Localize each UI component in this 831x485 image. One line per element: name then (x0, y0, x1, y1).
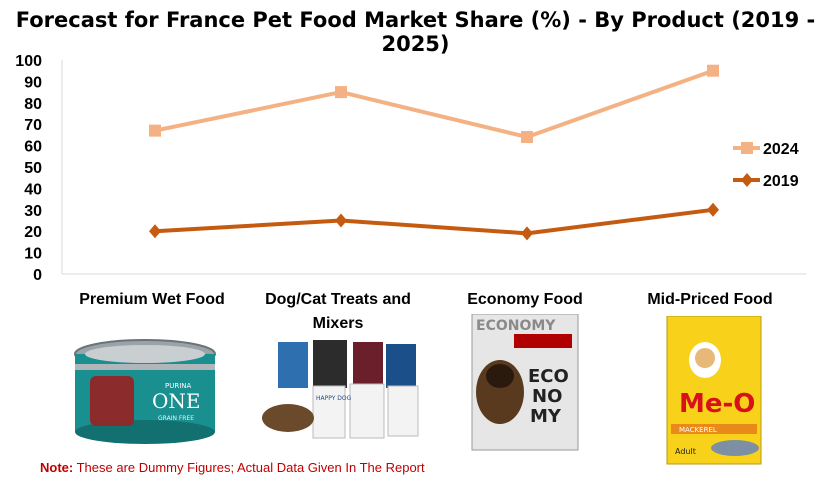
dummy-figures-note: Note: These are Dummy Figures; Actual Da… (40, 460, 425, 475)
data-point-2019 (707, 202, 719, 217)
y-tick-label: 50 (24, 160, 42, 177)
y-tick-label: 90 (24, 74, 42, 91)
svg-text:ECONOMY: ECONOMY (476, 318, 556, 334)
y-tick-label: 100 (15, 53, 42, 70)
data-point-2024 (707, 64, 719, 77)
svg-text:NO: NO (532, 386, 562, 407)
svg-text:MY: MY (530, 406, 562, 427)
me-o-bag-image: Me-O MACKEREL Adult (666, 316, 762, 465)
category-label-mid-priced-food: Mid-Priced Food (647, 291, 773, 308)
category-label-economy-food: Economy Food (467, 291, 583, 308)
happy-dog-packs-image: HAPPY DOG (262, 340, 419, 439)
svg-text:MACKEREL: MACKEREL (679, 426, 717, 434)
y-tick-label: 10 (24, 246, 42, 263)
legend: 2024 2019 (733, 141, 799, 190)
legend-marker-2024 (741, 142, 753, 154)
axes: 0 10 20 30 40 50 60 70 80 90 100 (15, 53, 806, 284)
svg-text:Me-O: Me-O (679, 389, 755, 419)
y-tick-label: 40 (24, 181, 42, 198)
y-tick-label: 20 (24, 224, 42, 241)
y-tick-label: 70 (24, 117, 42, 134)
svg-text:ONE: ONE (152, 389, 201, 413)
data-point-2019 (335, 213, 347, 228)
data-point-2024 (521, 131, 533, 144)
purina-one-can-image: PURINA ONE GRAIN FREE (74, 339, 216, 444)
svg-text:PURINA: PURINA (165, 382, 192, 390)
economy-friend-bag-image: ECONOMY ECO NO MY (471, 314, 579, 451)
svg-text:Adult: Adult (675, 447, 696, 456)
data-point-2019 (521, 226, 533, 241)
y-tick-label: 30 (24, 203, 42, 220)
category-label-treats-mixers: Dog/Cat Treats and Mixers (265, 291, 411, 332)
data-point-2024 (335, 86, 347, 99)
y-tick-label: 80 (24, 96, 42, 113)
series-line-2019 (154, 207, 714, 236)
data-point-2024 (149, 124, 161, 137)
svg-text:GRAIN FREE: GRAIN FREE (158, 415, 194, 422)
legend-label-2019: 2019 (763, 173, 799, 190)
y-tick-label: 0 (33, 267, 42, 284)
legend-marker-2019 (741, 173, 753, 187)
legend-label-2024: 2024 (763, 141, 799, 158)
series-layer (149, 64, 719, 241)
chart-title: Forecast for France Pet Food Market Shar… (15, 8, 816, 56)
series-line-2024 (154, 68, 714, 140)
data-point-2019 (149, 224, 161, 239)
svg-text:ECO: ECO (528, 366, 569, 387)
category-label-premium-wet-food: Premium Wet Food (79, 291, 225, 308)
y-tick-label: 60 (24, 139, 42, 156)
svg-text:HAPPY DOG: HAPPY DOG (316, 395, 352, 402)
